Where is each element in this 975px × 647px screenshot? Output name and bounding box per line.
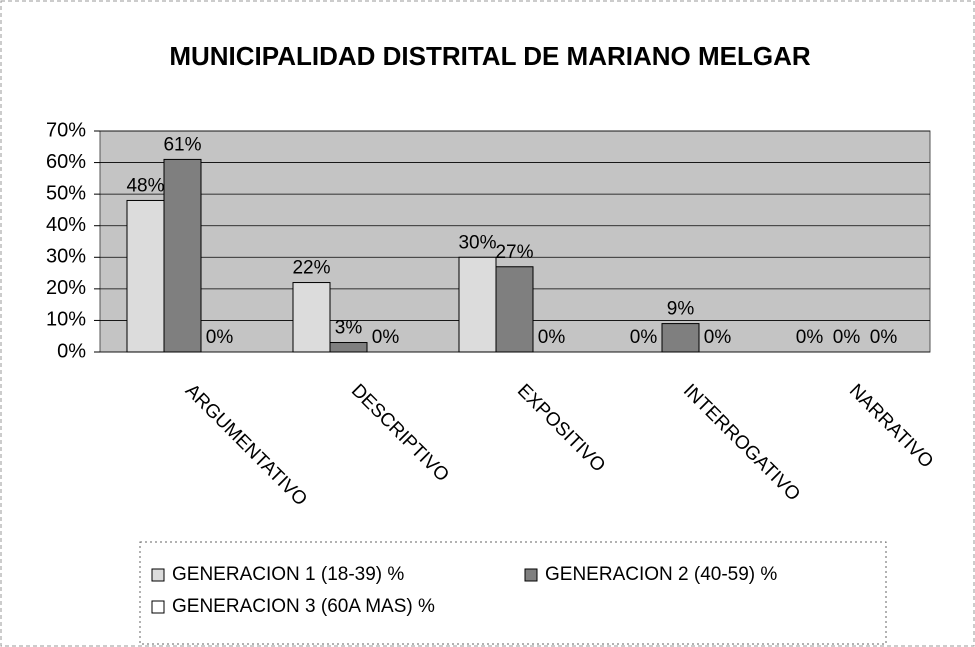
legend-label: GENERACION 1 (18-39) %: [172, 564, 404, 585]
data-label: 0%: [630, 327, 658, 348]
bar: [292, 282, 331, 353]
data-label: 61%: [163, 134, 201, 155]
legend-box: [139, 541, 887, 645]
legend-swatch: [151, 568, 165, 582]
legend-label: GENERACION 3 (60A MAS) %: [172, 596, 435, 617]
y-tick-label: 10%: [46, 309, 86, 331]
data-label: 22%: [292, 258, 330, 279]
bar: [163, 158, 202, 353]
data-label: 0%: [833, 327, 861, 348]
bar: [329, 342, 368, 353]
data-label: 0%: [372, 327, 400, 348]
data-label: 27%: [495, 242, 533, 263]
y-tick-label: 40%: [46, 214, 86, 236]
data-label: 0%: [704, 327, 732, 348]
y-tick-label: 0%: [57, 340, 86, 362]
data-label: 30%: [458, 232, 496, 253]
data-label: 0%: [206, 327, 234, 348]
y-tick-label: 50%: [46, 182, 86, 204]
bar: [661, 323, 700, 353]
legend-label: GENERACION 2 (40-59) %: [545, 564, 777, 585]
legend-swatch: [151, 600, 165, 614]
data-label: 48%: [126, 175, 164, 196]
bar: [458, 256, 497, 353]
bar: [495, 266, 534, 353]
y-tick-label: 30%: [46, 246, 86, 268]
data-label: 9%: [667, 299, 695, 320]
chart-title: MUNICIPALIDAD DISTRITAL DE MARIANO MELGA…: [169, 41, 811, 71]
legend-swatch: [524, 568, 538, 582]
data-label: 0%: [538, 327, 566, 348]
y-tick-label: 20%: [46, 277, 86, 299]
data-label: 3%: [335, 318, 363, 339]
data-label: 0%: [796, 327, 824, 348]
y-tick-label: 70%: [46, 119, 86, 141]
y-tick-label: 60%: [46, 151, 86, 173]
data-label: 0%: [870, 327, 898, 348]
bar: [126, 199, 165, 353]
